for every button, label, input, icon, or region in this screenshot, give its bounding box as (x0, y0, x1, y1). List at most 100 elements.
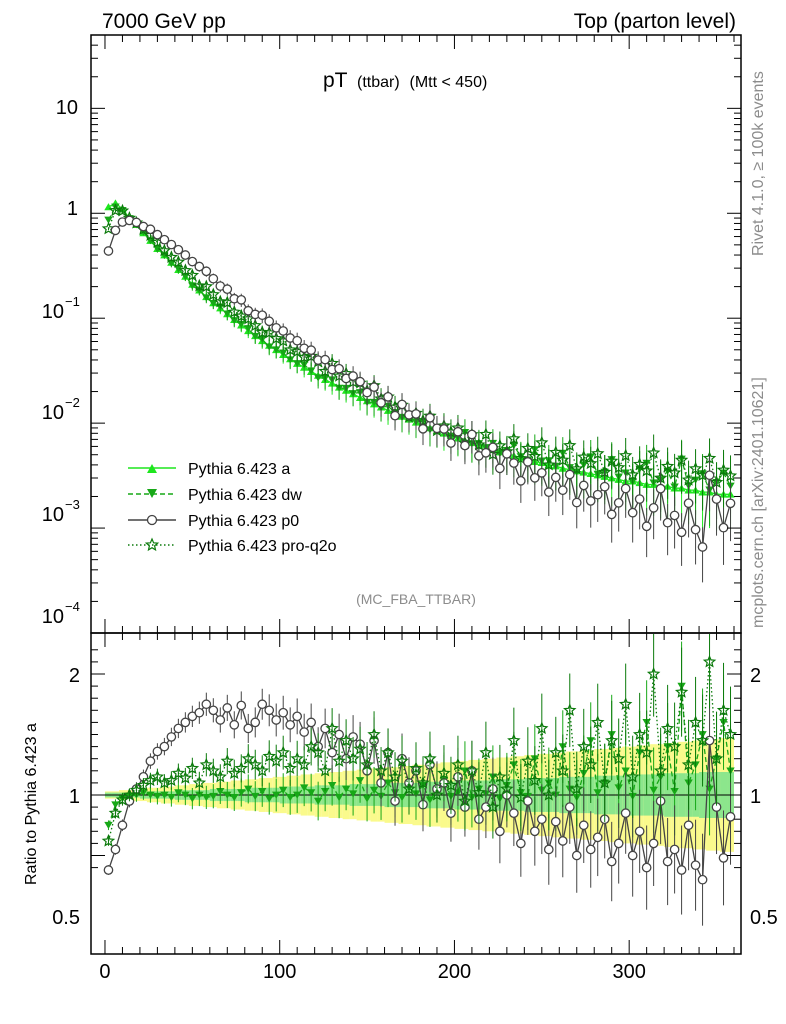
ratio-point (465, 763, 479, 777)
ratio-point (332, 754, 346, 767)
main-point (550, 472, 561, 483)
ratio-point (437, 766, 451, 779)
main-point (535, 435, 549, 449)
ratio-point (195, 791, 204, 799)
main-point (265, 343, 274, 351)
ratio-point (208, 705, 219, 716)
ratio-point (360, 757, 374, 771)
ratio-point (495, 826, 505, 837)
main-point (711, 494, 722, 504)
legend-label-dw: Pythia 6.423 dw (188, 487, 302, 504)
ratio-point (529, 826, 540, 837)
ratio-point (202, 794, 211, 802)
main-point (669, 510, 680, 521)
ratio-point (264, 705, 275, 716)
ratio-point (117, 820, 128, 831)
ratio-point (265, 795, 274, 803)
main-point (279, 349, 288, 357)
main-point (439, 424, 449, 434)
ratio-point (676, 865, 687, 875)
ratio-point (388, 769, 402, 783)
ratio-point (670, 788, 679, 796)
main-point (697, 542, 708, 552)
ratio-point (251, 792, 260, 800)
ratio-point (444, 778, 458, 792)
ratio-point (690, 860, 701, 871)
ratio-point (257, 699, 268, 710)
main-point (248, 318, 262, 332)
main-point (460, 440, 470, 451)
main-point (166, 239, 177, 250)
ratio-point (662, 856, 673, 867)
analysis-id-label: (MC_FBA_TTBAR) (356, 591, 476, 607)
main-point (667, 465, 682, 479)
ratio-point (304, 739, 318, 753)
main-point (639, 463, 654, 477)
main-point (481, 447, 491, 458)
main-point (660, 459, 675, 473)
main-point (348, 371, 358, 381)
ratio-point (276, 745, 290, 759)
plot-title-sub1: (ttbar) (357, 74, 400, 91)
main-point (662, 517, 673, 528)
main-point (230, 317, 239, 325)
ratio-point (550, 816, 561, 827)
ratio-point (341, 785, 351, 793)
ratio-point (695, 733, 710, 747)
main-point (202, 294, 211, 302)
main-point (306, 367, 316, 375)
ratio-point (697, 874, 708, 885)
main-point (543, 487, 554, 497)
main-point (283, 342, 297, 356)
ratio-point (472, 785, 486, 799)
ratio-point (374, 763, 388, 777)
ratio-point (174, 789, 183, 797)
main-point (390, 410, 400, 421)
ratio-point (180, 717, 191, 728)
main-point (157, 243, 172, 257)
ratio-point (237, 789, 246, 797)
ratio-point (423, 751, 437, 765)
main-point (446, 438, 456, 448)
ratio-point (723, 727, 738, 741)
ratio-point (536, 814, 547, 825)
main-point (522, 457, 533, 467)
main-point (425, 412, 435, 423)
main-point (613, 497, 624, 508)
ratio-point (209, 792, 218, 800)
main-point (515, 475, 526, 486)
main-line (108, 202, 731, 495)
main-point (620, 483, 631, 494)
main-point (111, 203, 120, 211)
main-point (569, 461, 584, 475)
main-point (292, 360, 302, 368)
ratio-point (683, 820, 694, 831)
ratio-point (234, 761, 249, 775)
y-tick-label-1: 1 (67, 198, 78, 220)
main-point (618, 448, 633, 462)
ratio-point (598, 775, 612, 789)
ratio-point (458, 793, 472, 807)
ratio-point (241, 751, 255, 765)
ratio-point (139, 789, 148, 797)
legend-marker-triangle-up (147, 464, 157, 473)
ratio-point (397, 794, 407, 802)
ratio-point (206, 763, 220, 777)
main-point (278, 326, 289, 336)
y-tick-label-10: 10 (56, 97, 78, 119)
main-point (222, 284, 233, 294)
ratio-point (346, 751, 360, 765)
ratio-point (279, 786, 288, 794)
main-point (208, 273, 219, 284)
main-point (297, 350, 311, 363)
ratio-point (306, 789, 316, 797)
ratio-point (108, 806, 123, 819)
y-tick-label-0-0001-exp: −4 (65, 599, 80, 614)
ratio-point (709, 751, 724, 765)
ratio-point (285, 794, 295, 802)
ratio-point (648, 838, 659, 849)
main-point (411, 409, 421, 419)
main-point (153, 245, 162, 253)
main-point (529, 473, 540, 483)
